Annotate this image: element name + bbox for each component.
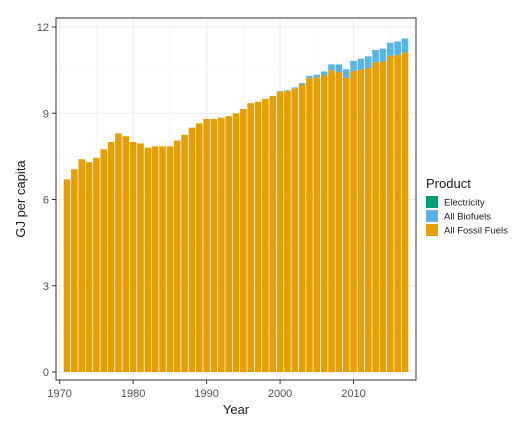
x-axis: 1970 1980 1990 2000 2010 bbox=[47, 380, 366, 400]
bar-all-biofuels-2013 bbox=[372, 50, 379, 63]
bar-all-fossil-fuels-1992 bbox=[218, 117, 225, 372]
x-tick-label: 1970 bbox=[47, 388, 71, 400]
legend-label-all-biofuels: All Biofuels bbox=[444, 212, 491, 223]
bar-all-fossil-fuels-1993 bbox=[225, 116, 232, 373]
bar-all-fossil-fuels-1988 bbox=[188, 127, 196, 373]
bar-all-fossil-fuels-2003 bbox=[298, 84, 306, 372]
bar-all-fossil-fuels-2008 bbox=[335, 72, 343, 372]
bar-all-biofuels-2010 bbox=[350, 60, 357, 71]
bar-all-fossil-fuels-2010 bbox=[350, 70, 357, 373]
bar-all-biofuels-2014 bbox=[379, 48, 387, 62]
bar-all-fossil-fuels-1989 bbox=[195, 123, 203, 372]
bar-all-biofuels-2015 bbox=[386, 42, 394, 56]
bars bbox=[63, 38, 409, 373]
x-tick-label: 2010 bbox=[341, 388, 365, 400]
bar-all-fossil-fuels-1998 bbox=[262, 98, 269, 373]
bar-all-fossil-fuels-2015 bbox=[386, 55, 394, 372]
bar-all-fossil-fuels-1986 bbox=[173, 140, 181, 372]
bar-all-fossil-fuels-1982 bbox=[144, 147, 152, 372]
bar-all-fossil-fuels-2000 bbox=[276, 91, 284, 372]
bar-all-fossil-fuels-1985 bbox=[166, 146, 174, 372]
bar-all-fossil-fuels-1974 bbox=[85, 162, 93, 372]
bar-all-fossil-fuels-2013 bbox=[372, 62, 379, 373]
legend: Product Electricity All Biofuels All Fossi… bbox=[426, 176, 508, 237]
bar-all-biofuels-2008 bbox=[335, 64, 343, 73]
bar-all-fossil-fuels-1979 bbox=[122, 136, 130, 372]
bar-all-fossil-fuels-2012 bbox=[364, 67, 372, 372]
y-axis-title: GJ per capita bbox=[13, 160, 28, 238]
bar-all-fossil-fuels-2001 bbox=[284, 90, 291, 372]
bar-all-fossil-fuels-1977 bbox=[107, 142, 115, 372]
bar-all-fossil-fuels-2002 bbox=[291, 88, 299, 373]
bar-all-fossil-fuels-2017 bbox=[401, 52, 409, 373]
bar-all-fossil-fuels-1999 bbox=[269, 96, 277, 372]
bar-all-fossil-fuels-2014 bbox=[379, 61, 387, 372]
bar-all-fossil-fuels-1975 bbox=[93, 157, 100, 372]
bar-all-biofuels-2005 bbox=[313, 74, 321, 78]
x-tick-label: 1990 bbox=[194, 388, 218, 400]
y-tick-label: 3 bbox=[43, 281, 49, 293]
bar-all-biofuels-2000 bbox=[276, 91, 284, 92]
bar-all-fossil-fuels-2004 bbox=[306, 77, 313, 372]
bar-all-biofuels-2007 bbox=[328, 64, 335, 71]
bar-all-fossil-fuels-1980 bbox=[129, 142, 137, 372]
bar-all-biofuels-2012 bbox=[364, 56, 372, 68]
bar-all-biofuels-2017 bbox=[401, 38, 409, 53]
bar-all-fossil-fuels-1990 bbox=[203, 119, 210, 372]
bar-all-biofuels-2004 bbox=[306, 75, 313, 78]
y-axis: 0 3 6 9 12 bbox=[37, 22, 56, 379]
bar-all-fossil-fuels-1996 bbox=[247, 103, 254, 372]
bar-all-fossil-fuels-1983 bbox=[151, 146, 159, 372]
bar-all-fossil-fuels-1973 bbox=[78, 159, 86, 372]
bar-all-fossil-fuels-2006 bbox=[320, 75, 328, 372]
bar-all-fossil-fuels-1987 bbox=[181, 134, 188, 372]
bar-all-fossil-fuels-2005 bbox=[313, 77, 321, 372]
bar-all-fossil-fuels-2007 bbox=[328, 70, 335, 373]
x-tick-label: 2000 bbox=[268, 388, 292, 400]
bar-all-fossil-fuels-1976 bbox=[100, 149, 108, 372]
bar-all-fossil-fuels-1981 bbox=[137, 143, 144, 372]
y-tick-label: 12 bbox=[37, 22, 49, 34]
bar-all-fossil-fuels-1995 bbox=[240, 108, 247, 372]
bar-all-fossil-fuels-1994 bbox=[232, 113, 240, 372]
bar-all-fossil-fuels-1971 bbox=[63, 179, 71, 373]
bar-all-fossil-fuels-1991 bbox=[210, 119, 218, 372]
bar-all-fossil-fuels-1984 bbox=[159, 146, 166, 372]
bar-all-fossil-fuels-2009 bbox=[342, 77, 350, 372]
legend-swatch-all-fossil-fuels bbox=[426, 224, 438, 236]
x-axis-title: Year bbox=[223, 402, 250, 417]
legend-swatch-electricity bbox=[426, 196, 438, 208]
bar-all-fossil-fuels-1997 bbox=[254, 101, 262, 372]
bar-all-biofuels-2002 bbox=[291, 87, 299, 89]
bar-all-fossil-fuels-1978 bbox=[115, 133, 122, 372]
y-tick-label: 0 bbox=[43, 367, 49, 379]
legend-swatch-all-biofuels bbox=[426, 210, 438, 222]
legend-label-electricity: Electricity bbox=[444, 198, 485, 209]
plot-border bbox=[55, 17, 417, 381]
y-tick-label: 9 bbox=[43, 108, 49, 120]
bar-all-biofuels-2001 bbox=[284, 90, 291, 91]
bar-all-biofuels-2016 bbox=[394, 41, 401, 55]
bar-all-biofuels-2009 bbox=[342, 69, 350, 78]
bar-all-fossil-fuels-2016 bbox=[394, 54, 401, 372]
bar-all-fossil-fuels-2011 bbox=[357, 69, 365, 373]
legend-title: Product bbox=[426, 176, 471, 191]
bar-all-biofuels-2006 bbox=[320, 71, 328, 76]
y-tick-label: 6 bbox=[43, 195, 49, 207]
bar-all-biofuels-2011 bbox=[357, 58, 365, 70]
bar-all-fossil-fuels-1972 bbox=[71, 169, 78, 372]
legend-label-all-fossil-fuels: All Fossil Fuels bbox=[444, 226, 508, 237]
x-tick-label: 1980 bbox=[121, 388, 145, 400]
bar-all-biofuels-2003 bbox=[298, 83, 306, 85]
